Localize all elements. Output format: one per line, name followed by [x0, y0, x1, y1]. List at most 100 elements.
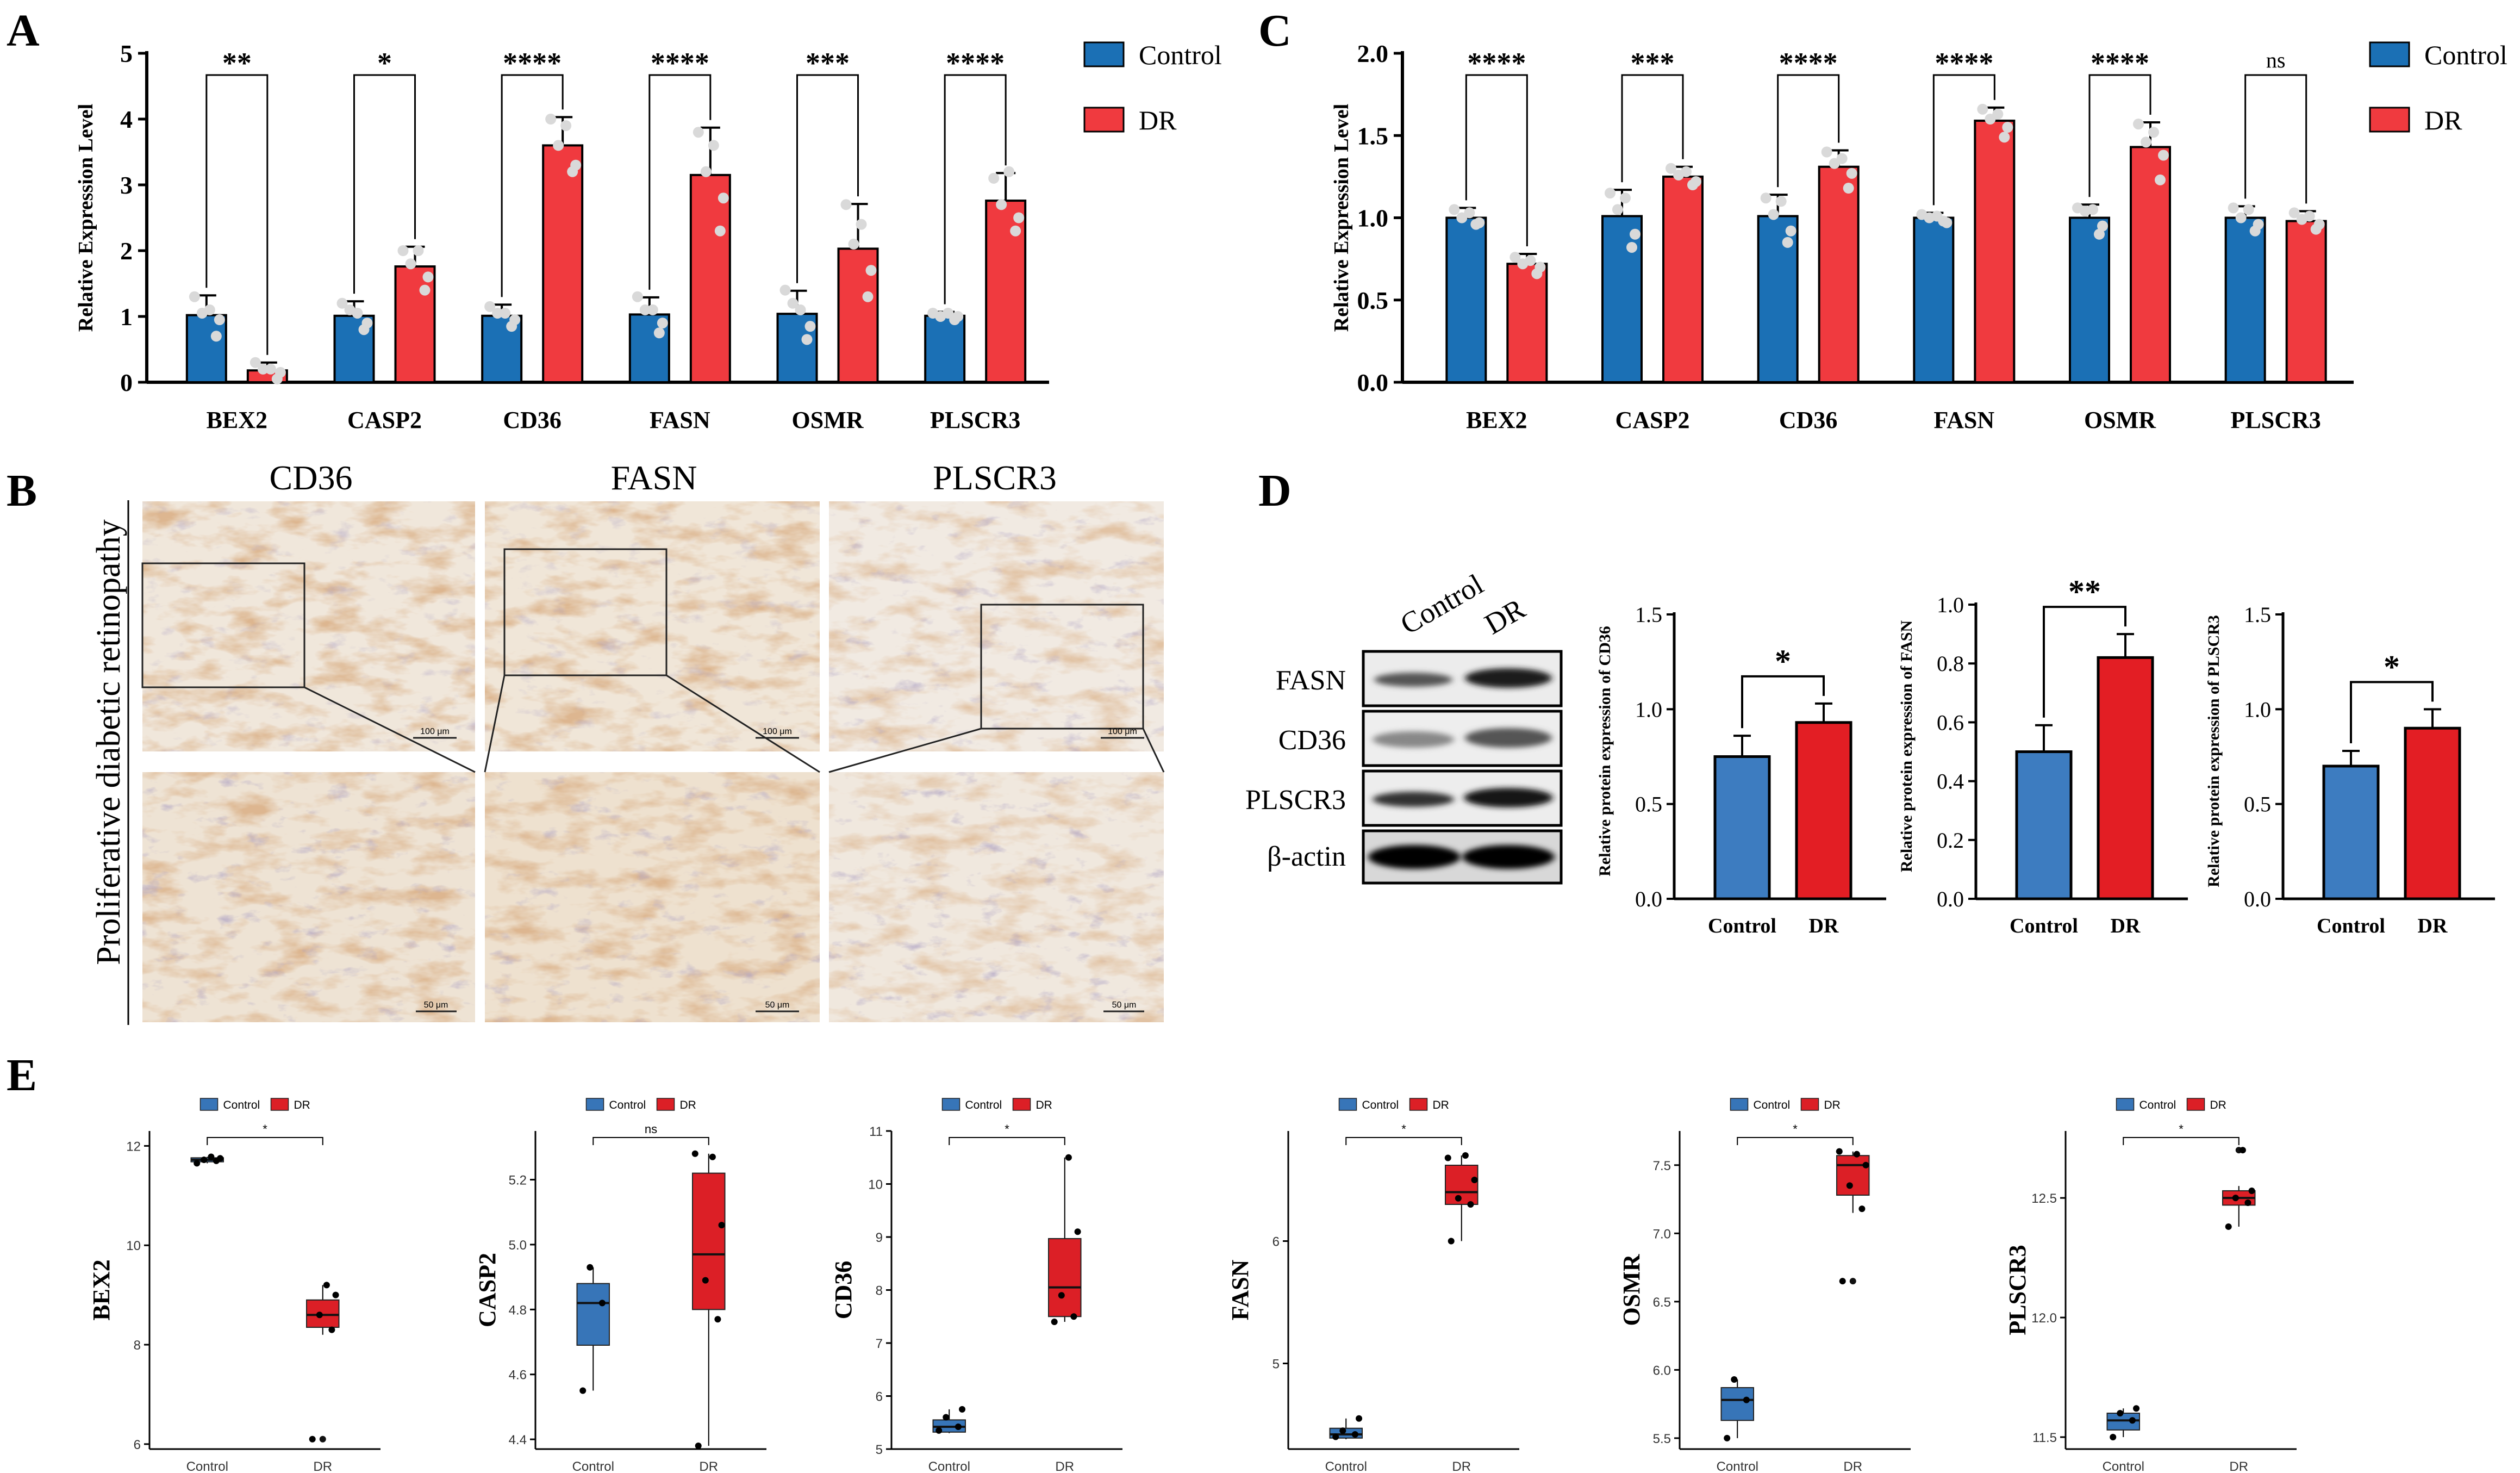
- legend-label-control: Control: [223, 1099, 260, 1111]
- y-tick-label: 0.2: [1937, 828, 1964, 853]
- legend-label-dr: DR: [1824, 1099, 1841, 1111]
- legend-swatch-control: [585, 1098, 604, 1111]
- x-tick-label: Control: [572, 1459, 614, 1473]
- y-tick-label: 0.6: [1937, 710, 1964, 735]
- x-tick-label: Control: [928, 1459, 970, 1473]
- significance-label: ****: [946, 47, 1005, 79]
- data-point: [1467, 1201, 1474, 1208]
- ihc-image-cd36-overview: 100 μm: [141, 501, 475, 751]
- data-point: [1992, 108, 2004, 120]
- wb-band: [1368, 845, 1461, 869]
- significance-label: ***: [1631, 47, 1675, 79]
- y-tick-label: 12.5: [2031, 1191, 2057, 1206]
- bar-control: [2224, 216, 2266, 383]
- data-point: [1339, 1427, 1346, 1434]
- legend-swatch-dr: [1800, 1098, 1819, 1111]
- x-tick-label: Control: [2317, 915, 2385, 937]
- ihc-zoom-box: [980, 604, 1144, 730]
- data-point: [208, 1153, 215, 1160]
- data-point: [1509, 252, 1521, 263]
- y-tick-label: 0.0: [1937, 887, 1964, 911]
- data-point: [2087, 204, 2098, 215]
- data-point: [1666, 163, 1676, 174]
- x-tick-label: CASP2: [347, 407, 422, 433]
- legend-swatch-dr: [656, 1098, 675, 1111]
- ihc-zoom-connector: [304, 686, 476, 773]
- box-dr: [306, 1299, 340, 1328]
- data-point: [189, 291, 200, 302]
- data-point: [1691, 176, 1701, 187]
- data-point: [1846, 1182, 1853, 1189]
- data-point: [1074, 1228, 1081, 1235]
- legend-label-dr: DR: [680, 1099, 696, 1111]
- ihc-scale-label: 50 μm: [765, 1000, 790, 1010]
- x-tick-label: DR: [1809, 915, 1839, 937]
- y-tick-label: 10: [126, 1239, 141, 1253]
- significance-label: **: [2068, 574, 2101, 610]
- data-point: [779, 284, 791, 296]
- data-point: [1535, 262, 1546, 273]
- data-point: [1931, 210, 1943, 222]
- significance-bracket: [2123, 1137, 2240, 1145]
- data-point: [1760, 192, 1772, 204]
- data-point: [1444, 1154, 1451, 1161]
- significance-bracket: [2350, 681, 2434, 744]
- x-tick-label: FASN: [1934, 407, 1995, 433]
- y-tick-label: 6: [876, 1390, 883, 1404]
- y-axis-label: Relative protein expression of CD36: [1596, 626, 1614, 877]
- y-axis-label: Relative Expression Level: [1330, 104, 1353, 332]
- data-point: [1724, 1434, 1731, 1441]
- wb-band: [1373, 731, 1454, 748]
- data-point: [862, 291, 874, 302]
- y-tick-label: 5.2: [509, 1173, 527, 1188]
- data-point: [2158, 150, 2169, 161]
- data-point: [1977, 103, 1988, 115]
- data-point: [352, 307, 363, 319]
- y-tick-label: 1.0: [1357, 204, 1389, 232]
- data-point: [943, 307, 954, 319]
- data-point: [801, 334, 813, 345]
- legend-label-dr: DR: [1433, 1099, 1449, 1111]
- wb-band: [1465, 668, 1552, 688]
- ihc-side-label: Proliferative diabetic retinopathy: [90, 519, 127, 965]
- y-tick-label: 0.5: [2244, 792, 2271, 817]
- y-tick-label: 6: [1273, 1235, 1280, 1250]
- panel-e-casp2-boxplot: 4.4 4.6 4.8 5.0 5.2 CASP2 Control DR ns Control DR: [474, 1098, 766, 1473]
- y-tick-label: 6.0: [1653, 1363, 1671, 1378]
- legend-swatch-dr: [1012, 1098, 1031, 1111]
- data-point: [2097, 220, 2108, 232]
- y-tick-label: 0.0: [1635, 887, 1662, 911]
- data-point: [509, 314, 521, 326]
- data-point: [323, 1282, 330, 1289]
- y-tick-label: 9: [876, 1230, 883, 1245]
- wb-row-label-cd36: CD36: [1278, 725, 1346, 756]
- data-point: [848, 238, 859, 250]
- y-tick-label: 0.8: [1937, 651, 1964, 676]
- x-tick-label: DR: [2418, 915, 2448, 937]
- data-point: [265, 363, 276, 375]
- significance-bracket: [1741, 675, 1825, 729]
- data-point: [1003, 166, 1015, 177]
- data-point: [553, 140, 564, 151]
- y-tick-label: 7: [876, 1337, 883, 1351]
- wb-band: [1462, 845, 1555, 869]
- y-axis-label: CD36: [830, 1261, 857, 1320]
- box-outlier: [319, 1435, 326, 1443]
- significance-bracket: [1777, 74, 1840, 188]
- data-point: [332, 1291, 339, 1298]
- data-point: [2110, 1434, 2117, 1441]
- data-point: [2253, 219, 2264, 230]
- data-point: [500, 307, 511, 319]
- panel-label-e: E: [7, 1050, 37, 1101]
- significance-label: **: [222, 47, 252, 79]
- legend-label-dr: DR: [1139, 105, 1177, 135]
- wb-row-label-actin: β-actin: [1267, 841, 1346, 872]
- x-tick-label: DR: [1452, 1459, 1471, 1473]
- x-tick-label: DR: [313, 1459, 332, 1473]
- data-point: [1681, 166, 1692, 177]
- significance-bracket: [1465, 74, 1528, 247]
- panel-label-d: D: [1258, 465, 1292, 516]
